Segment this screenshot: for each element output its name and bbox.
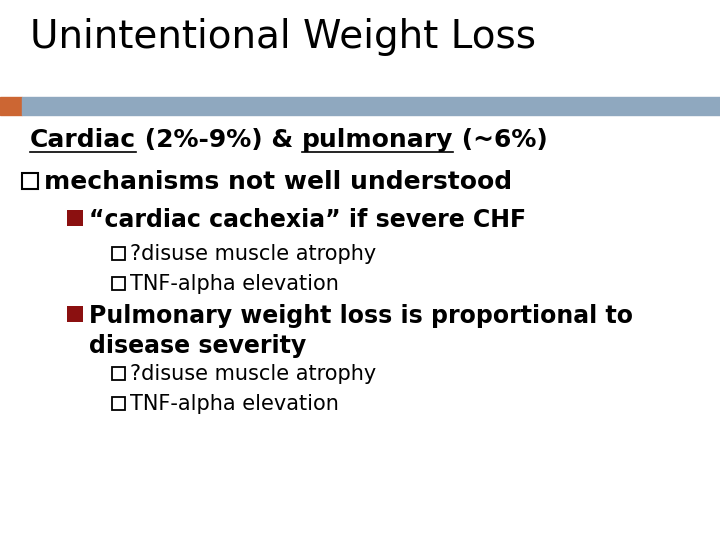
Bar <box>22 97 720 115</box>
Text: TNF-alpha elevation: TNF-alpha elevation <box>130 394 339 414</box>
Bar <box>67 210 83 226</box>
Bar <box>22 173 38 189</box>
Bar <box>112 367 125 380</box>
Text: Unintentional Weight Loss: Unintentional Weight Loss <box>30 18 536 56</box>
Text: (2%-9%) &: (2%-9%) & <box>136 128 302 152</box>
Bar <box>112 396 125 409</box>
Text: pulmonary: pulmonary <box>302 128 454 152</box>
Text: (~6%): (~6%) <box>454 128 548 152</box>
Text: TNF-alpha elevation: TNF-alpha elevation <box>130 274 339 294</box>
Bar <box>0 97 22 115</box>
Text: ?disuse muscle atrophy: ?disuse muscle atrophy <box>130 364 377 384</box>
Bar <box>67 306 83 322</box>
Text: mechanisms not well understood: mechanisms not well understood <box>44 170 512 194</box>
Text: Pulmonary weight loss is proportional to
disease severity: Pulmonary weight loss is proportional to… <box>89 304 633 357</box>
Text: “cardiac cachexia” if severe CHF: “cardiac cachexia” if severe CHF <box>89 208 526 232</box>
Bar <box>112 276 125 289</box>
Bar <box>112 246 125 260</box>
Text: Cardiac: Cardiac <box>30 128 136 152</box>
Text: ?disuse muscle atrophy: ?disuse muscle atrophy <box>130 244 377 264</box>
